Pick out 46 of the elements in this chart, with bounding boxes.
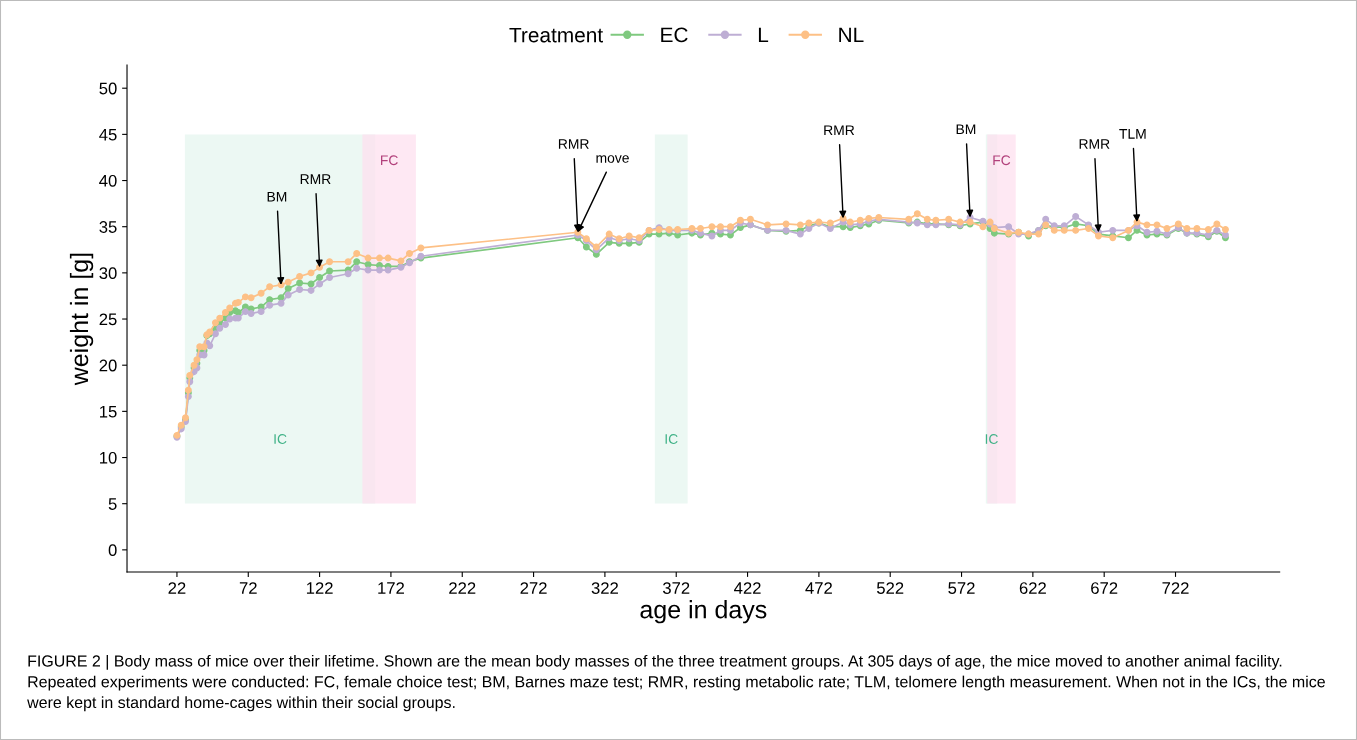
legend-label: L [758, 27, 769, 43]
x-tick-label: 122 [306, 582, 333, 594]
y-tick-label: 0 [108, 544, 117, 557]
annotation: move [596, 155, 629, 163]
annotation: RMR [558, 139, 589, 149]
annotation: RMR [824, 125, 855, 135]
x-tick-label: 372 [662, 582, 690, 594]
band-label: FC [381, 155, 398, 166]
x-tick-label: 272 [520, 582, 547, 594]
band-label: IC [665, 434, 678, 444]
x-tick-label: 722 [1162, 582, 1189, 594]
y-tick-label: 45 [99, 128, 117, 141]
x-tick-label: 322 [591, 582, 618, 594]
band-label: IC [985, 434, 998, 444]
x-tick-label: 472 [805, 582, 832, 594]
y-tick-label: 15 [100, 405, 117, 418]
annotation: BM [956, 124, 976, 135]
caption: FIGURE 2 | Body mass of mice over their lifetime. Shown are the mean body masses of the three treatment groups. At 305 days of age, the mice moved to another animal facility. Repeated experiments were conducted: FC, female choice test; BM, Barnes maze test; RMR, resting metabolic rate; TLM, telomere length measurement. When not in the ICs, the mice were kept in standard home-cages within their social groups. [27, 654, 1325, 712]
x-tick-label: 222 [449, 582, 476, 594]
y-tick-label: 5 [108, 498, 117, 510]
x-tick-label: 622 [1019, 582, 1046, 594]
x-tick-label: 572 [948, 582, 975, 594]
y-tick-label: 35 [99, 221, 117, 233]
legend-label: NL [839, 27, 864, 43]
band-label: IC [274, 434, 287, 444]
x-tick-label: 522 [876, 582, 904, 594]
y-tick-label: 30 [99, 267, 117, 280]
band-label: FC [993, 155, 1011, 166]
x-tick-label: 672 [1091, 582, 1118, 594]
annotation: BM [267, 191, 287, 202]
x-tick-label: 172 [378, 582, 404, 594]
x-tick-label: 22 [168, 582, 186, 594]
y-tick-label: 10 [100, 451, 117, 464]
legend-title: Treatment [509, 27, 603, 43]
x-tick-label: 422 [734, 582, 761, 594]
annotation: TLM [1119, 129, 1146, 139]
x-tick-label: 72 [239, 582, 257, 594]
y-tick-label: 50 [99, 82, 117, 95]
x-axis-title: age in days [640, 600, 767, 624]
annotation: RMR [1079, 139, 1110, 149]
legend-label: EC [661, 27, 688, 43]
y-axis-title: weight in [g] [69, 253, 94, 386]
annotation: RMR [300, 174, 331, 184]
y-tick-label: 40 [99, 174, 117, 187]
y-tick-label: 25 [99, 313, 117, 326]
y-tick-label: 20 [99, 359, 117, 372]
